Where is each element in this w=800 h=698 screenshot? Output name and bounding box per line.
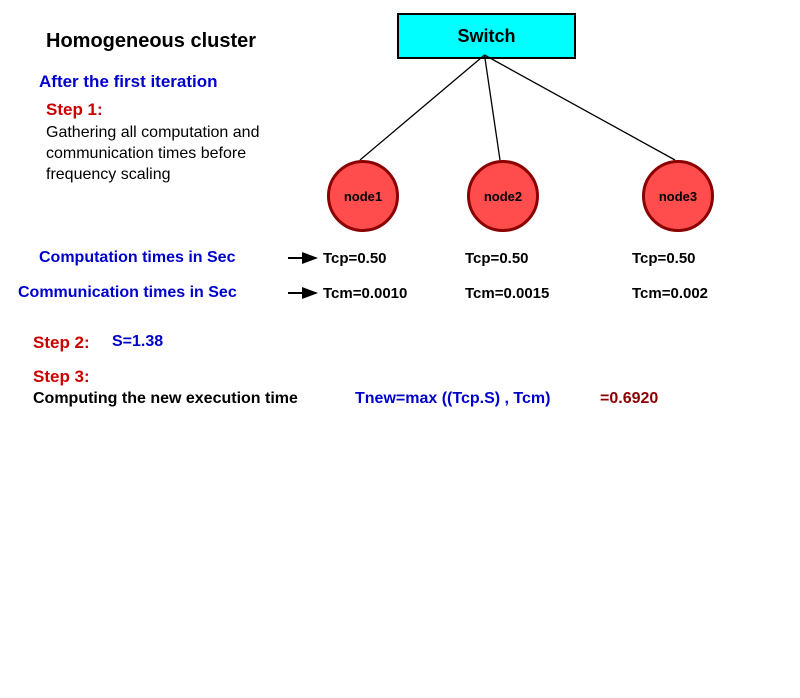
step1-text: Gathering all computation and communicat…: [46, 123, 259, 185]
tcp-value-3: Tcp=0.50: [632, 250, 696, 267]
node-node1: node1: [327, 160, 399, 232]
tcm-value-1: Tcm=0.0010: [323, 285, 407, 302]
node-node3: node3: [642, 160, 714, 232]
switch-label: Switch: [457, 26, 515, 47]
communication-times-label: Communication times in Sec: [18, 284, 237, 302]
node-label: node1: [344, 189, 382, 204]
computation-times-label: Computation times in Sec: [39, 249, 235, 267]
step3-text: Computing the new execution time: [33, 390, 298, 408]
step2-value: S=1.38: [112, 333, 163, 351]
tcm-value-2: Tcm=0.0015: [465, 285, 549, 302]
node-label: node3: [659, 189, 697, 204]
iteration-subtitle: After the first iteration: [39, 72, 218, 92]
step1-label: Step 1:: [46, 100, 103, 120]
tcp-value-2: Tcp=0.50: [465, 250, 529, 267]
tcm-value-3: Tcm=0.002: [632, 285, 708, 302]
step2-label: Step 2:: [33, 333, 90, 353]
step3-label: Step 3:: [33, 367, 90, 387]
page-title: Homogeneous cluster: [46, 30, 256, 53]
tcp-value-1: Tcp=0.50: [323, 250, 387, 267]
node-node2: node2: [467, 160, 539, 232]
node-label: node2: [484, 189, 522, 204]
step3-formula: Tnew=max ((Tcp.S) , Tcm): [355, 390, 550, 408]
step3-result: =0.6920: [600, 390, 658, 408]
switch-box: Switch: [397, 13, 576, 59]
